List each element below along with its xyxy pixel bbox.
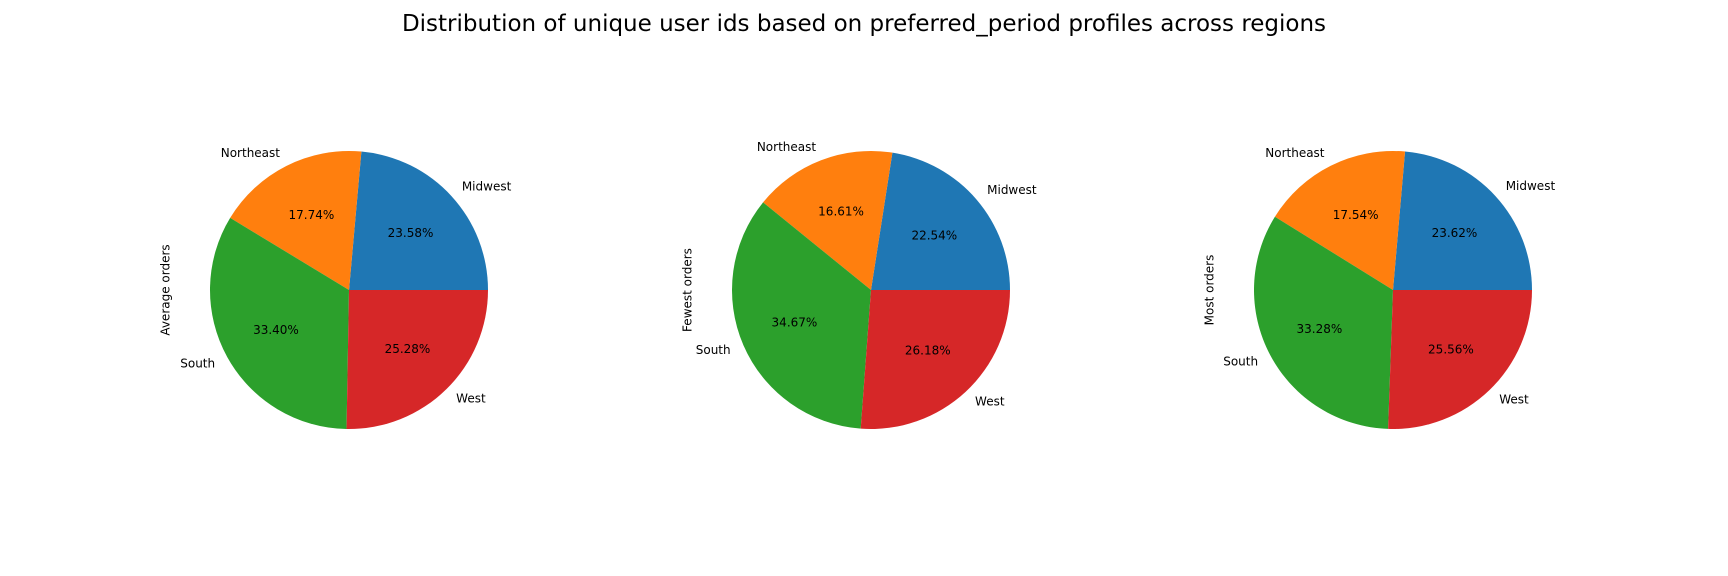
- category-label-south: South: [180, 356, 215, 370]
- percentage-label-south: 33.28%: [1297, 322, 1343, 336]
- pie-slice-northeast: [1274, 150, 1406, 290]
- pie-chart-2: Midwest 22.54% Northeast 16.61% South 34.67% W…: [681, 140, 1037, 430]
- percentage-label-midwest: 23.58%: [388, 226, 434, 240]
- percentage-label-south: 34.67%: [772, 316, 818, 330]
- pie-charts: Midwest 23.58% Northeast 17.74% South 33.40% W…: [159, 140, 1556, 430]
- category-label-northeast: Northeast: [757, 140, 817, 154]
- pie-slice-midwest: [349, 151, 488, 290]
- pie-slice-south: [209, 217, 349, 429]
- percentage-label-midwest: 23.62%: [1432, 226, 1478, 240]
- pie-slice-south: [731, 202, 871, 429]
- pie-slice-west: [1388, 290, 1532, 429]
- pie-chart-3: Midwest 23.62% Northeast 17.54% South 33.28% W…: [1203, 146, 1556, 429]
- category-label-west: West: [1499, 393, 1529, 407]
- category-label-west: West: [456, 392, 486, 406]
- percentage-label-south: 33.40%: [253, 323, 299, 337]
- category-label-northeast: Northeast: [221, 146, 281, 160]
- pie-slice-west: [346, 290, 488, 430]
- pie-ylabel: Average orders: [159, 244, 173, 335]
- percentage-label-midwest: 22.54%: [911, 228, 957, 242]
- pie-ylabel: Fewest orders: [681, 248, 695, 332]
- pie-slice-northeast: [763, 151, 893, 290]
- figure-title: Distribution of unique user ids based on…: [402, 11, 1326, 37]
- category-label-midwest: Midwest: [462, 179, 512, 193]
- percentage-label-northeast: 16.61%: [818, 205, 864, 219]
- percentage-label-west: 25.28%: [385, 342, 431, 356]
- category-label-midwest: Midwest: [1506, 179, 1556, 193]
- pie-slice-midwest: [871, 152, 1010, 290]
- category-label-south: South: [1223, 354, 1258, 368]
- pie-slice-south: [1254, 216, 1393, 429]
- category-label-west: West: [975, 395, 1005, 409]
- pie-slice-west: [860, 290, 1010, 430]
- pie-slice-midwest: [1393, 151, 1532, 290]
- pie-ylabel: Most orders: [1203, 255, 1217, 326]
- category-label-midwest: Midwest: [987, 183, 1037, 197]
- percentage-label-west: 26.18%: [905, 344, 951, 358]
- pie-chart-1: Midwest 23.58% Northeast 17.74% South 33.40% W…: [159, 146, 512, 430]
- category-label-south: South: [696, 343, 731, 357]
- percentage-label-northeast: 17.54%: [1333, 208, 1379, 222]
- pie-slice-northeast: [230, 150, 362, 290]
- percentage-label-west: 25.56%: [1428, 343, 1474, 357]
- category-label-northeast: Northeast: [1265, 146, 1325, 160]
- percentage-label-northeast: 17.74%: [288, 208, 334, 222]
